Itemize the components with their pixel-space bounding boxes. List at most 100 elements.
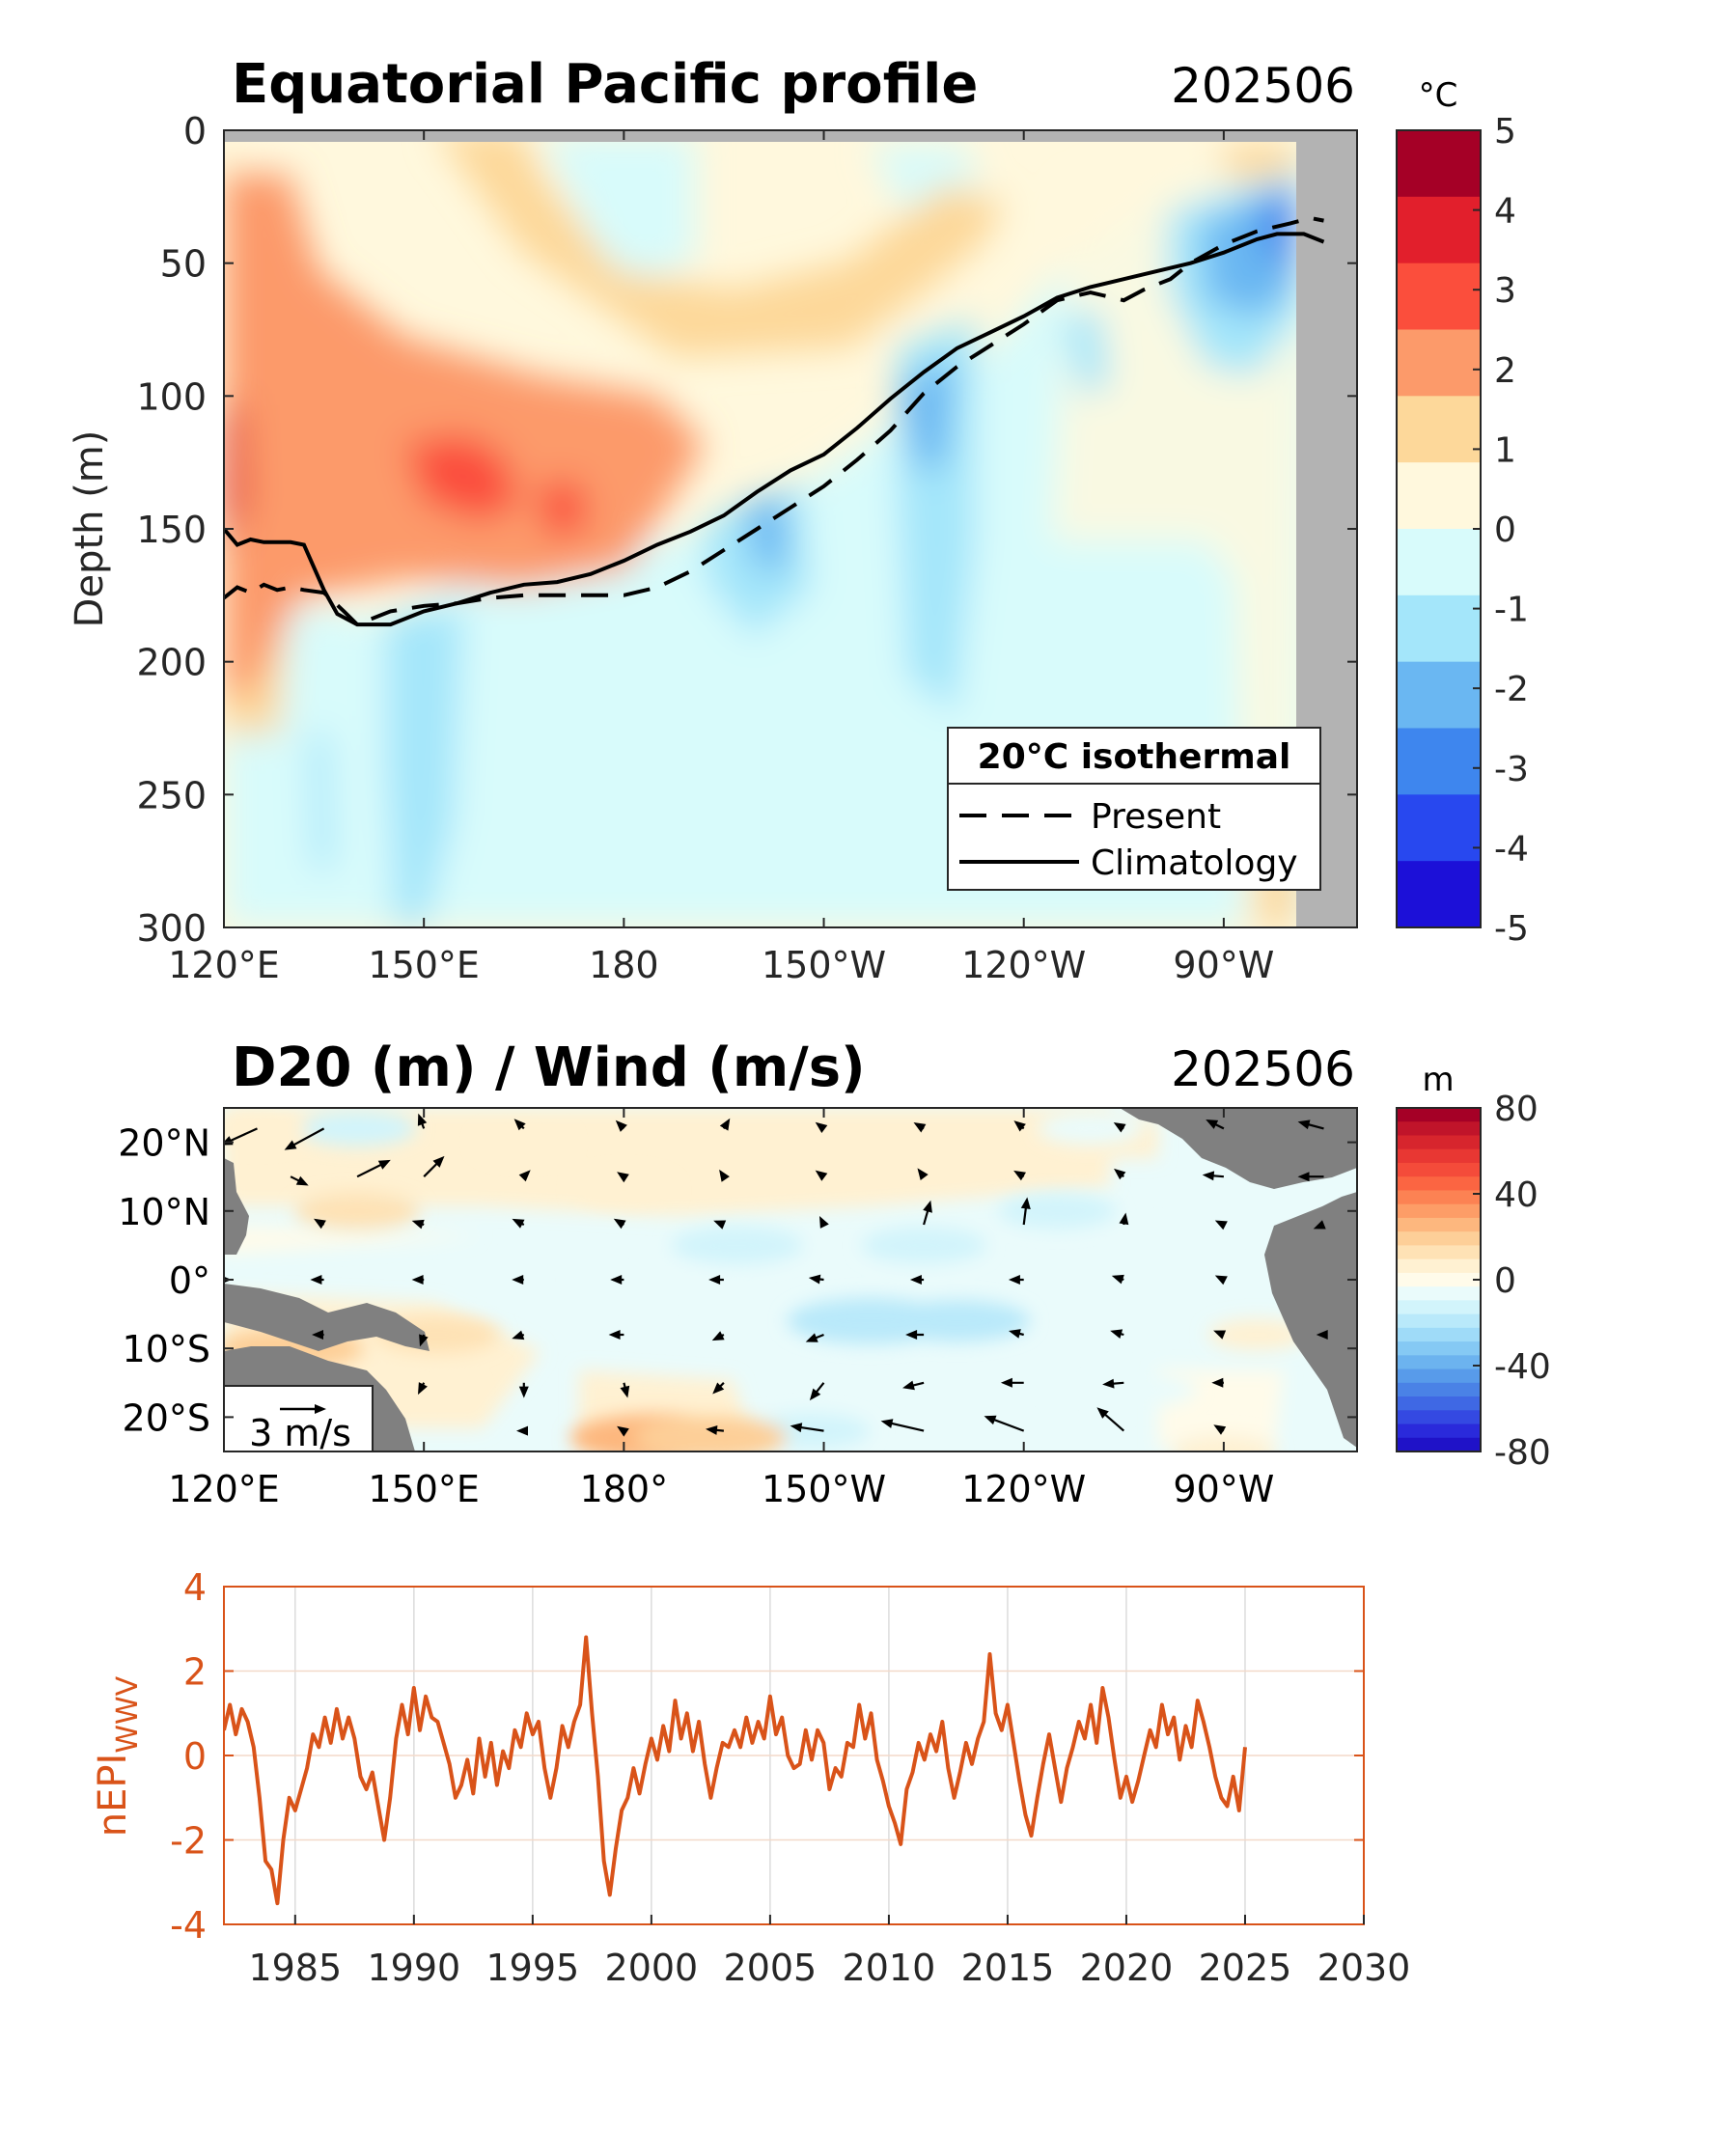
profile-y-tick-label: 150 bbox=[136, 509, 207, 551]
d20-date: 202506 bbox=[1171, 1041, 1355, 1097]
colorbar-segment bbox=[1397, 396, 1481, 463]
colorbar-segment bbox=[1397, 1176, 1481, 1192]
wind-arrowhead bbox=[512, 1330, 525, 1341]
wind-arrowhead bbox=[516, 1425, 528, 1436]
wind-arrowhead bbox=[1213, 1424, 1227, 1435]
wind-arrowhead bbox=[1206, 1119, 1219, 1129]
colorbar-segment bbox=[1397, 1121, 1481, 1137]
wind-arrowhead bbox=[1013, 1120, 1026, 1132]
nepi-x-tick-label: 1985 bbox=[248, 1947, 342, 1989]
warm-anomaly-region bbox=[224, 130, 1004, 733]
d20-anomaly-cell bbox=[997, 1193, 1117, 1230]
wind-arrowhead bbox=[295, 1175, 309, 1186]
colorbar-segment bbox=[1397, 1341, 1481, 1356]
d20-y-tick-label: 10°N bbox=[118, 1191, 210, 1233]
d20-anomaly-cell bbox=[371, 1373, 477, 1406]
colorbar-segment bbox=[1397, 1424, 1481, 1439]
wind-arrowhead bbox=[1214, 1220, 1228, 1230]
d20-anomaly-cell bbox=[914, 1413, 1027, 1449]
wind-arrowhead bbox=[1009, 1329, 1021, 1339]
profile-panel: Equatorial Pacific profile 202506 Depth … bbox=[68, 53, 1529, 986]
colorbar-tick-label: -5 bbox=[1494, 909, 1529, 949]
colorbar-segment bbox=[1397, 1382, 1481, 1397]
colorbar-tick-label: -4 bbox=[1494, 829, 1529, 869]
nepi-ylabel: nEPIWWV bbox=[91, 1675, 145, 1837]
wind-arrowhead bbox=[1113, 1122, 1126, 1133]
wind-arrowhead bbox=[713, 1220, 727, 1230]
colorbar-segment bbox=[1397, 1300, 1481, 1315]
wind-arrowhead bbox=[1111, 1274, 1124, 1285]
wind-arrowhead bbox=[815, 1121, 828, 1133]
wind-scale-box bbox=[224, 1385, 374, 1451]
wind-arrowhead bbox=[432, 1155, 445, 1168]
colorbar-segment bbox=[1397, 594, 1481, 663]
colorbar-segment bbox=[1397, 196, 1481, 264]
colorbar-segment bbox=[1397, 1286, 1481, 1301]
warm-anomaly-region bbox=[541, 483, 589, 540]
colorbar-tick-label: 4 bbox=[1494, 192, 1516, 232]
d20-anomaly-cell bbox=[224, 1113, 307, 1145]
cold-anomaly-region bbox=[1255, 188, 1298, 261]
d20-x-tick-label: 150°E bbox=[368, 1468, 480, 1510]
nepi-ylabel-subscript: WWV bbox=[111, 1675, 145, 1753]
wind-arrowhead bbox=[512, 1275, 524, 1285]
colorbar-segment bbox=[1397, 861, 1481, 928]
nepi-y-axis: 4 2 0 -2 -4 bbox=[170, 1566, 1364, 1947]
warm-anomaly-region bbox=[405, 434, 521, 521]
profile-y-tick-label: 250 bbox=[136, 774, 207, 816]
cold-anomaly-region bbox=[309, 733, 333, 869]
d20-x-tick-label: 180° bbox=[580, 1468, 669, 1510]
wind-arrowhead bbox=[1020, 1197, 1031, 1209]
profile-colorbar: 5 4 3 2 1 0 -1 -2 -3 -4 -5 bbox=[1396, 112, 1529, 949]
d20-anomaly-cell bbox=[641, 1263, 740, 1296]
nepi-x-tick-label: 2000 bbox=[605, 1947, 699, 1989]
colorbar-tick-label: 2 bbox=[1494, 351, 1516, 391]
wind-arrowhead bbox=[1008, 1275, 1020, 1285]
isotherm-legend: 20°C isothermal Present Climatology bbox=[947, 727, 1321, 891]
d20-title: D20 (m) / Wind (m/s) bbox=[232, 1037, 866, 1099]
colorbar-tick-label: -3 bbox=[1494, 750, 1529, 789]
wind-arrowhead bbox=[1213, 1330, 1227, 1340]
wind-arrowhead bbox=[1313, 1220, 1326, 1230]
d20-colorbar: 80 40 0 -40 -80 bbox=[1396, 1090, 1551, 1473]
nepi-y-tick-label: -4 bbox=[170, 1904, 207, 1947]
colorbar-segment bbox=[1397, 1368, 1481, 1384]
nepi-x-tick-label: 2025 bbox=[1199, 1947, 1292, 1989]
colorbar-segment bbox=[1397, 1135, 1481, 1150]
d20-map-field: 3 m/s bbox=[224, 1108, 1357, 1451]
land-mask-americas bbox=[1120, 1108, 1357, 1448]
wind-arrowhead bbox=[711, 1331, 725, 1341]
colorbar-tick-label: 40 bbox=[1494, 1175, 1539, 1215]
colorbar-tick-label: -40 bbox=[1494, 1347, 1551, 1387]
wind-arrowhead bbox=[419, 1334, 429, 1347]
wind-arrowhead bbox=[805, 1333, 818, 1342]
wind-vectors bbox=[224, 1113, 1328, 1437]
wind-arrowhead bbox=[617, 1172, 629, 1183]
wind-arrowhead bbox=[880, 1419, 894, 1428]
wind-arrowhead bbox=[815, 1170, 828, 1181]
wind-arrowhead bbox=[808, 1274, 821, 1285]
warm-anomaly-region bbox=[1216, 145, 1298, 183]
colorbar-tick-label: 3 bbox=[1494, 271, 1516, 311]
colorbar-segment bbox=[1397, 529, 1481, 596]
nepi-x-tick-label: 2010 bbox=[843, 1947, 936, 1989]
colorbar-segment bbox=[1397, 1162, 1481, 1177]
wind-arrowhead bbox=[1013, 1170, 1026, 1181]
profile-ylabel: Depth (m) bbox=[68, 430, 112, 628]
profile-x-tick-label: 120°E bbox=[168, 944, 280, 986]
d20-y-tick-label: 0° bbox=[169, 1259, 210, 1302]
colorbar-tick-label: 5 bbox=[1494, 112, 1516, 152]
wind-arrowhead bbox=[314, 1218, 326, 1230]
profile-y-axis: 0 50 100 150 200 250 300 bbox=[136, 110, 1357, 950]
cold-anomaly-region bbox=[1062, 309, 1110, 396]
profile-x-tick-label: 180 bbox=[589, 944, 659, 986]
warm-anomaly-region bbox=[224, 405, 246, 540]
wind-arrowhead bbox=[310, 1275, 322, 1285]
wind-arrowhead bbox=[809, 1388, 821, 1401]
d20-anomaly-cell bbox=[297, 1110, 417, 1147]
d20-anomaly-cell bbox=[1207, 1318, 1307, 1351]
colorbar-segment bbox=[1397, 1437, 1481, 1452]
profile-y-tick-label: 300 bbox=[136, 907, 207, 950]
wind-arrowhead bbox=[712, 1382, 725, 1395]
wind-arrowhead bbox=[1096, 1407, 1109, 1419]
